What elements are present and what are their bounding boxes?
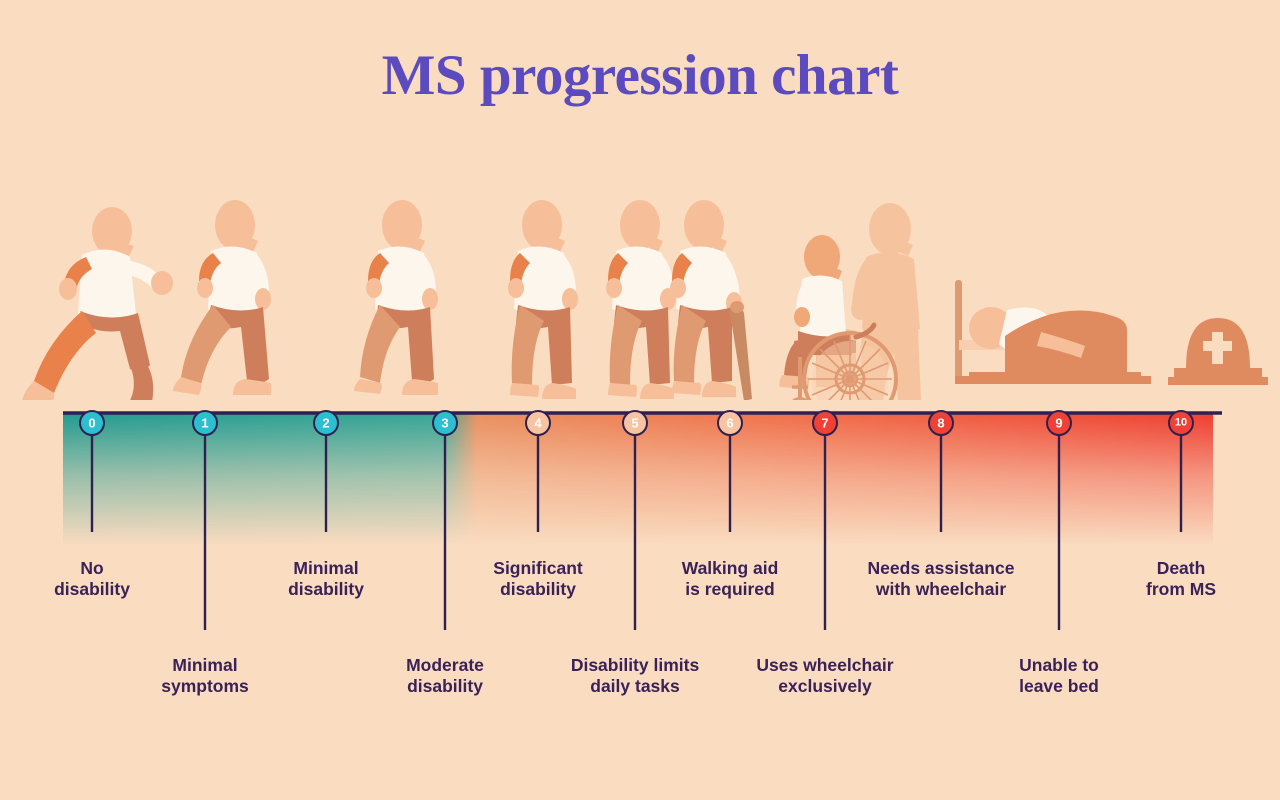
timeline-label-4: Significant disability (493, 558, 583, 599)
timeline-marker-2[interactable]: 2 (313, 410, 339, 436)
timeline-marker-1[interactable]: 1 (192, 410, 218, 436)
figure-standing-person-3 (508, 200, 578, 399)
timeline-label-1: Minimal symptoms (161, 655, 249, 696)
marker-number-6: 6 (726, 415, 734, 430)
timeline-label-2: Minimal disability (288, 558, 364, 599)
timeline-marker-4[interactable]: 4 (525, 410, 551, 436)
timeline-label-10: Death from MS (1146, 558, 1216, 599)
marker-number-5: 5 (631, 415, 639, 430)
timeline-label-0: No disability (54, 558, 130, 599)
figure-running-person (22, 207, 173, 400)
figure-walking-person-2 (354, 200, 438, 395)
timeline-label-6: Walking aid is required (681, 558, 779, 599)
timeline-marker-5[interactable]: 5 (622, 410, 648, 436)
marker-number-3: 3 (441, 415, 449, 430)
timeline-label-8: Needs assistance with wheelchair (867, 558, 1015, 599)
marker-number-9: 9 (1055, 415, 1063, 430)
marker-number-2: 2 (322, 415, 330, 430)
figure-walking-person-1 (173, 200, 271, 395)
figure-person-in-bed (955, 280, 1151, 384)
timeline-label-5: Disability limits daily tasks (570, 655, 700, 696)
figure-standing-person-4 (606, 200, 676, 399)
figure-wheelchair-with-carer (779, 203, 921, 400)
timeline-label-9: Unable to leave bed (1019, 655, 1099, 696)
timeline-label-3: Moderate disability (406, 655, 484, 696)
figure-row (22, 200, 1268, 400)
marker-number-0: 0 (88, 415, 96, 430)
figure-gravestone (1168, 318, 1268, 385)
timeline-marker-0[interactable]: 0 (79, 410, 105, 436)
marker-number-7: 7 (821, 415, 829, 430)
marker-number-1: 1 (201, 415, 209, 430)
timeline-marker-8[interactable]: 8 (928, 410, 954, 436)
page-title: MS progression chart (381, 44, 899, 107)
timeline-marker-6[interactable]: 6 (717, 410, 743, 436)
timeline-label-7: Uses wheelchair exclusively (756, 655, 894, 696)
figure-person-with-cane (670, 200, 752, 400)
timeline-marker-9[interactable]: 9 (1046, 410, 1072, 436)
timeline-marker-10[interactable]: 10 (1168, 410, 1194, 436)
timeline-marker-7[interactable]: 7 (812, 410, 838, 436)
marker-number-8: 8 (937, 415, 945, 430)
marker-number-4: 4 (534, 415, 542, 430)
timeline-marker-3[interactable]: 3 (432, 410, 458, 436)
marker-number-10: 10 (1174, 416, 1188, 428)
